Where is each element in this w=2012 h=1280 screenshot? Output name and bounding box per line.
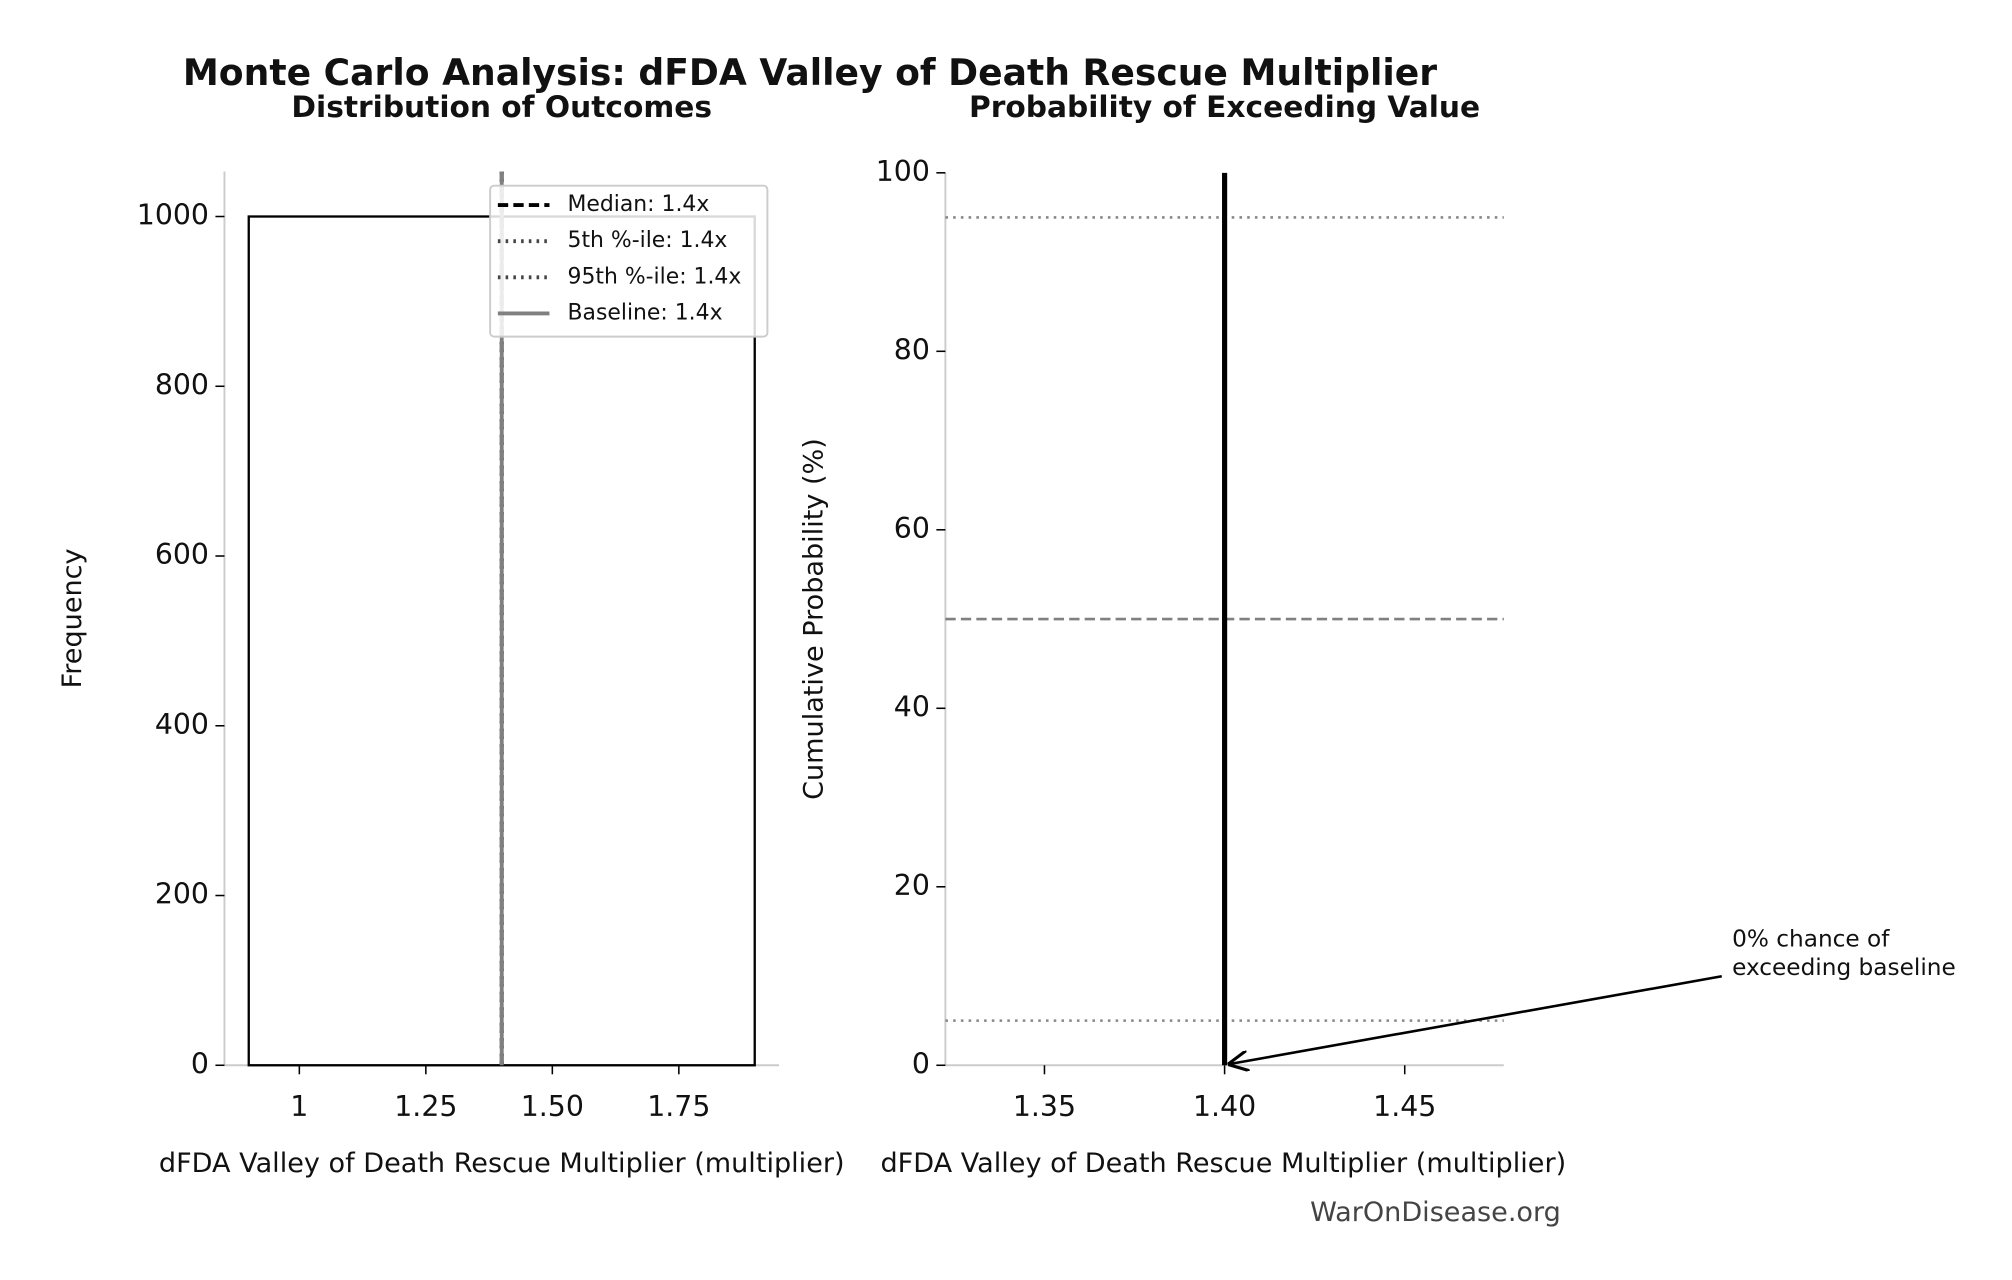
legend-label: 5th %-ile: 1.4x [568,228,728,253]
subplot-title: Probability of Exceeding Value [969,89,1480,124]
x-tick-label: 1 [290,1090,308,1123]
subplot-title: Distribution of Outcomes [291,89,712,124]
y-tick-label: 100 [876,155,930,188]
x-axis-label: dFDA Valley of Death Rescue Multiplier (… [880,1148,1566,1179]
legend-label: Baseline: 1.4x [568,300,723,325]
y-tick-label: 80 [894,333,930,366]
x-tick-label: 1.25 [394,1090,457,1123]
y-tick-label: 800 [155,368,209,401]
x-tick-label: 1.75 [647,1090,710,1123]
x-tick-label: 1.35 [1013,1090,1076,1123]
legend-label: Median: 1.4x [568,192,710,217]
legend-box [489,184,769,338]
y-tick-label: 600 [155,538,209,571]
figure-title: Monte Carlo Analysis: dFDA Valley of Dea… [183,51,1437,94]
y-tick-label: 40 [894,690,930,723]
x-tick-label: 1.40 [1193,1090,1256,1123]
y-tick-label: 0 [912,1047,930,1080]
y-tick-label: 200 [155,878,209,911]
y-axis-label: Cumulative Probability (%) [799,438,830,800]
y-axis-label: Frequency [57,548,88,688]
x-tick-label: 1.45 [1373,1090,1436,1123]
legend-label: 95th %-ile: 1.4x [568,264,742,289]
annotation-text: 0% chance of [1732,926,1890,953]
y-tick-label: 20 [894,869,930,902]
footer: WarOnDisease.org [1310,1197,1561,1228]
annotation-text: exceeding baseline [1732,954,1956,981]
x-tick-label: 1.50 [521,1090,584,1123]
y-tick-label: 60 [894,512,930,545]
x-axis-label: dFDA Valley of Death Rescue Multiplier (… [159,1148,845,1179]
y-tick-label: 400 [155,708,209,741]
y-tick-label: 0 [191,1047,209,1080]
y-tick-label: 1000 [137,199,209,232]
annotation-arrow [1230,975,1722,1064]
